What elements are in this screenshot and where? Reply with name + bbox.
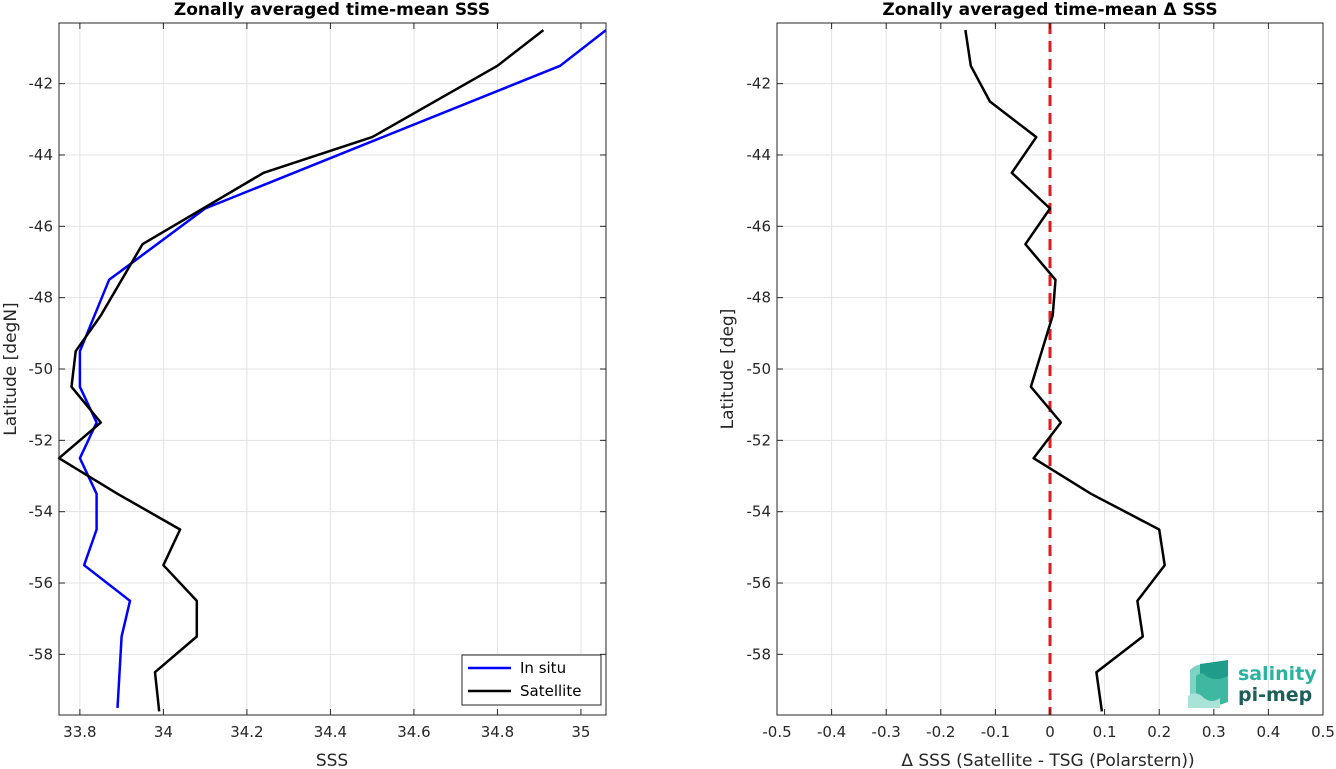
x-tick-label: -0.4 <box>817 723 846 741</box>
y-tick-label: -46 <box>29 217 54 235</box>
x-tick-label: 0.1 <box>1093 723 1117 741</box>
y-tick-label: -50 <box>29 360 54 378</box>
x-tick-label: -0.5 <box>762 723 791 741</box>
tick-marks <box>59 23 606 715</box>
chart-title: Zonally averaged time-mean SSS <box>174 0 490 20</box>
y-axis-label: Latitude [degN] <box>1 302 21 435</box>
y-tick-label: -46 <box>747 217 772 235</box>
y-tick-label: -54 <box>29 503 54 521</box>
x-tick-label: 0.2 <box>1147 723 1171 741</box>
right-chart-panel: -0.5 -0.4 -0.3 -0.2 -0.1 0 0.1 0.2 0.3 0.4 0.5 -58 -… <box>718 0 1335 769</box>
tick-labels: 33.8 34 34.2 34.4 34.6 34.8 35 -58 -56 -54 -52 -50 -… <box>29 75 591 741</box>
legend-label-satellite: Satellite <box>520 682 581 700</box>
x-tick-label: 34.8 <box>481 723 514 741</box>
y-tick-label: -52 <box>747 431 772 449</box>
y-tick-label: -44 <box>29 146 54 164</box>
series-group <box>57 29 607 712</box>
chart-title: Zonally averaged time-mean Δ SSS <box>882 0 1217 20</box>
x-tick-label: 34.2 <box>230 723 263 741</box>
x-tick-label: 0 <box>1045 723 1055 741</box>
x-tick-label: 34.4 <box>314 723 347 741</box>
series-line-0 <box>964 29 1166 712</box>
series-group <box>964 29 1166 712</box>
y-tick-label: -42 <box>747 75 772 93</box>
y-tick-label: -44 <box>747 146 772 164</box>
y-tick-label: -48 <box>29 289 54 307</box>
logo-wave-icon <box>1188 660 1228 708</box>
y-axis-label: Latitude [deg] <box>718 309 738 430</box>
y-tick-label: -56 <box>747 574 772 592</box>
x-tick-label: 34 <box>154 723 173 741</box>
logo-line-2: pi-mep <box>1238 684 1312 706</box>
x-tick-label: 0.5 <box>1311 723 1335 741</box>
y-tick-label: -58 <box>747 645 772 663</box>
x-tick-label: -0.3 <box>872 723 901 741</box>
left-chart-panel: 33.8 34 34.2 34.4 34.6 34.8 35 -58 -56 -54 -52 -50 -… <box>1 0 607 769</box>
x-tick-label: 34.6 <box>397 723 430 741</box>
x-axis-label: SSS <box>316 751 348 769</box>
series-line-in-situ <box>78 29 607 708</box>
logo-line-1: salinity <box>1238 663 1317 685</box>
tick-marks <box>776 23 1324 715</box>
salinity-pi-mep-logo: salinity pi-mep <box>1188 660 1317 708</box>
grid <box>59 23 606 715</box>
y-tick-label: -42 <box>29 75 54 93</box>
legend-label-in-situ: In situ <box>520 659 566 677</box>
y-tick-label: -48 <box>747 289 772 307</box>
tick-labels: -0.5 -0.4 -0.3 -0.2 -0.1 0 0.1 0.2 0.3 0.4 0.5 -58 -… <box>747 75 1335 741</box>
y-tick-label: -52 <box>29 431 54 449</box>
x-tick-label: -0.2 <box>926 723 955 741</box>
y-tick-label: -50 <box>747 360 772 378</box>
x-tick-label: 35 <box>571 723 590 741</box>
y-tick-label: -58 <box>29 645 54 663</box>
legend: In situ Satellite <box>461 654 602 706</box>
series-line-satellite <box>57 29 545 712</box>
x-axis-label: Δ SSS (Satellite - TSG (Polarstern)) <box>901 751 1194 769</box>
y-tick-label: -56 <box>29 574 54 592</box>
x-tick-label: -0.1 <box>981 723 1010 741</box>
x-tick-label: 33.8 <box>63 723 96 741</box>
x-tick-label: 0.3 <box>1202 723 1226 741</box>
y-tick-label: -54 <box>747 503 772 521</box>
legend-box <box>461 654 602 706</box>
x-tick-label: 0.4 <box>1256 723 1280 741</box>
